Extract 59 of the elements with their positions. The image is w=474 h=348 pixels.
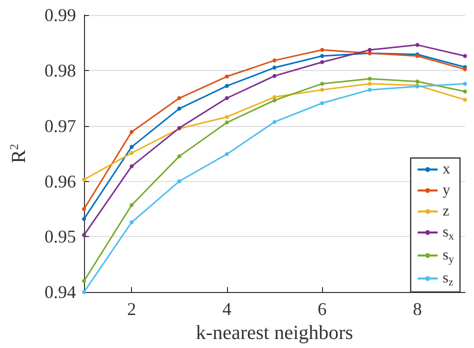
point bbox=[368, 88, 372, 92]
legend-label: y bbox=[442, 182, 451, 198]
point bbox=[224, 120, 229, 125]
point bbox=[82, 290, 86, 294]
point bbox=[368, 82, 372, 86]
x-tick-label: 2 bbox=[127, 299, 136, 320]
x-tick-label: 6 bbox=[318, 299, 327, 320]
point bbox=[463, 89, 467, 94]
point bbox=[82, 279, 86, 284]
point bbox=[130, 220, 134, 224]
point bbox=[320, 48, 324, 52]
point bbox=[224, 84, 229, 88]
point bbox=[463, 98, 467, 102]
point bbox=[82, 206, 86, 211]
legend-label: z bbox=[442, 204, 450, 220]
point bbox=[320, 101, 324, 106]
point bbox=[130, 150, 134, 155]
point bbox=[368, 48, 372, 52]
point bbox=[224, 96, 229, 100]
point bbox=[177, 154, 182, 158]
y-tick-label: 0.98 bbox=[44, 60, 76, 80]
x-tick-label: 4 bbox=[222, 299, 232, 320]
y-tick-label: 0.94 bbox=[44, 282, 76, 302]
point bbox=[82, 216, 86, 221]
point bbox=[415, 42, 420, 47]
point bbox=[130, 164, 134, 168]
point bbox=[272, 98, 276, 102]
point bbox=[224, 114, 229, 119]
point bbox=[82, 178, 86, 182]
y-axis-title: R2 bbox=[7, 144, 30, 164]
point bbox=[415, 80, 420, 84]
point bbox=[130, 144, 134, 149]
point bbox=[177, 179, 182, 184]
point bbox=[463, 82, 467, 86]
point bbox=[272, 95, 276, 100]
point bbox=[177, 96, 182, 100]
point bbox=[272, 66, 276, 70]
point bbox=[320, 82, 324, 86]
point bbox=[463, 54, 467, 58]
point bbox=[82, 233, 86, 238]
x-tick-label: 8 bbox=[412, 299, 422, 320]
legend-label: x bbox=[442, 162, 451, 178]
y-tick-label: 0.99 bbox=[44, 5, 76, 25]
y-tick-label: 0.95 bbox=[44, 226, 76, 247]
point bbox=[177, 106, 182, 111]
y-tick-label: 0.97 bbox=[44, 116, 76, 136]
point bbox=[224, 74, 229, 79]
point bbox=[130, 203, 134, 208]
point bbox=[320, 60, 324, 64]
point bbox=[272, 120, 276, 124]
point bbox=[368, 76, 372, 81]
point bbox=[320, 54, 324, 58]
y-tick-label: 0.96 bbox=[44, 171, 76, 192]
point bbox=[320, 88, 324, 92]
point bbox=[272, 74, 276, 78]
point bbox=[224, 152, 229, 156]
x-axis-title: k-nearest neighbors bbox=[196, 322, 354, 344]
point bbox=[272, 58, 276, 62]
point bbox=[130, 130, 134, 134]
